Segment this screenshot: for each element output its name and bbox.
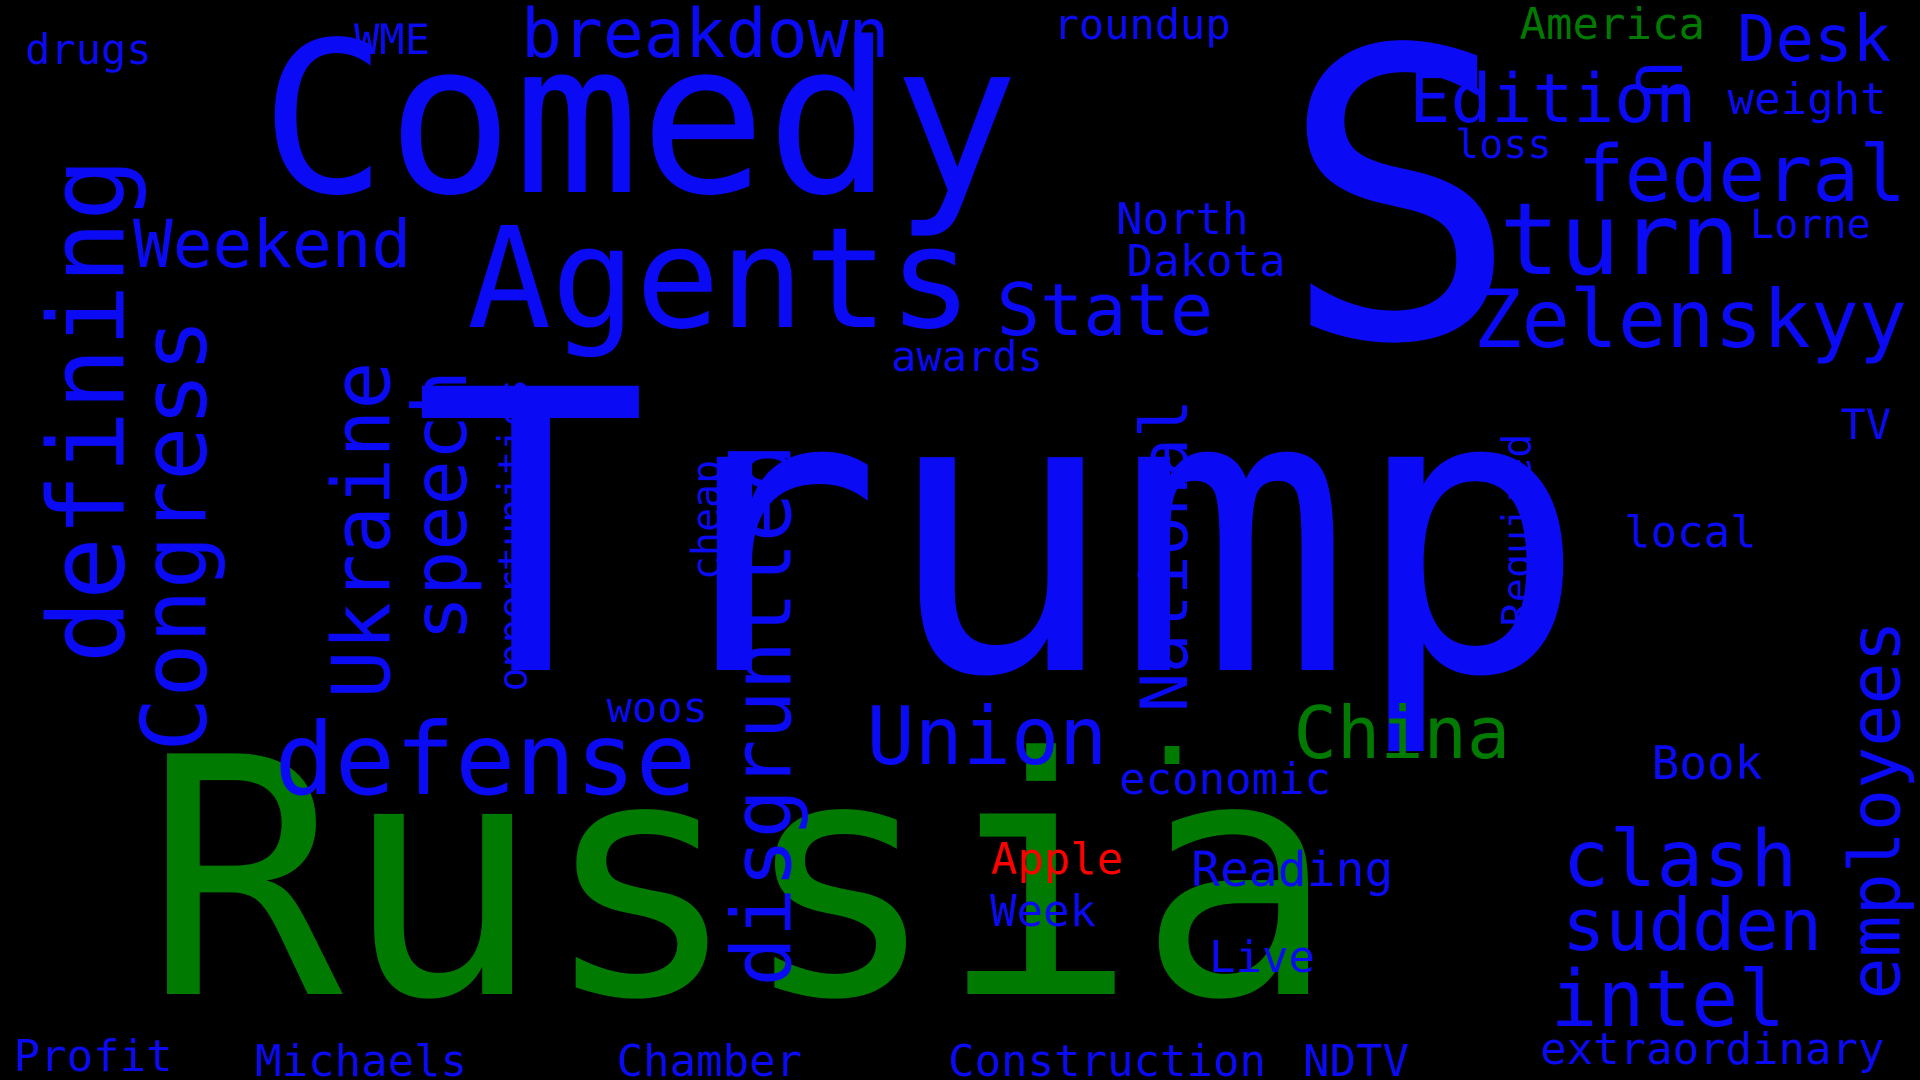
word-employees: employees [1834,620,1917,1000]
word-disgruntled: disgruntled [715,443,811,987]
word-intel: intel [1550,955,1786,1045]
word-s: S [1279,0,1521,432]
word-ndtv: NDTV [1303,1036,1409,1080]
word-weekend: Weekend [133,206,412,283]
word-required: Required [1493,433,1540,627]
word-sudden: sudden [1562,883,1823,967]
word-agents: Agents [467,198,973,361]
word-opportunities: opportunities [490,378,537,692]
word-state: State [996,268,1214,352]
word-awards: awards [891,332,1043,381]
word-edition: Edition [1409,60,1697,139]
word-speech: speech [395,369,484,641]
word-breakdown: breakdown [521,0,890,74]
word-america: America [1519,0,1705,50]
word-book: Book [1651,736,1763,790]
word-ukraine: Ukraine [315,361,409,699]
word-woos: woos [606,683,708,732]
word-local: local [1624,507,1757,558]
word-union: Union [866,690,1108,783]
word-zelenskyy: Zelenskyy [1473,273,1907,366]
word-trump: Trump [413,308,1587,762]
word-roundup: roundup [1053,0,1231,49]
word-week: Week [990,886,1096,937]
word-weight: weight [1727,74,1887,125]
word-dot: . [1136,654,1209,793]
word-congress: Congress [122,318,228,752]
word-wme: WME [354,15,430,64]
word-loss: loss [1455,122,1552,168]
word-north: North [1116,194,1249,245]
word-apple: Apple [991,834,1124,885]
word-economic: economic [1119,754,1331,805]
word-russia: Russia [144,688,1337,1072]
word-reading: Reading [1191,842,1394,898]
word-michaels: Michaels [255,1036,467,1080]
word-defense: defense [274,701,696,818]
word-dakota: Dakota [1126,236,1286,287]
word-extraordinary: extraordinary [1540,1024,1885,1075]
word-live: Live [1209,932,1315,983]
word-comedy: Comedy [260,0,1020,242]
word-profit: Profit [13,1031,173,1080]
word-turn: turn [1499,181,1741,298]
word-china: China [1293,691,1511,775]
word-construction: Construction [948,1036,1266,1080]
word-tv: TV [1840,400,1892,449]
word-chamber: Chamber [616,1036,802,1080]
word-clash: clash [1562,815,1798,905]
word-desk: Desk [1737,3,1892,77]
word-drugs: drugs [25,25,152,74]
word-federal: federal [1577,130,1907,220]
word-lorne: Lorne [1750,202,1871,248]
